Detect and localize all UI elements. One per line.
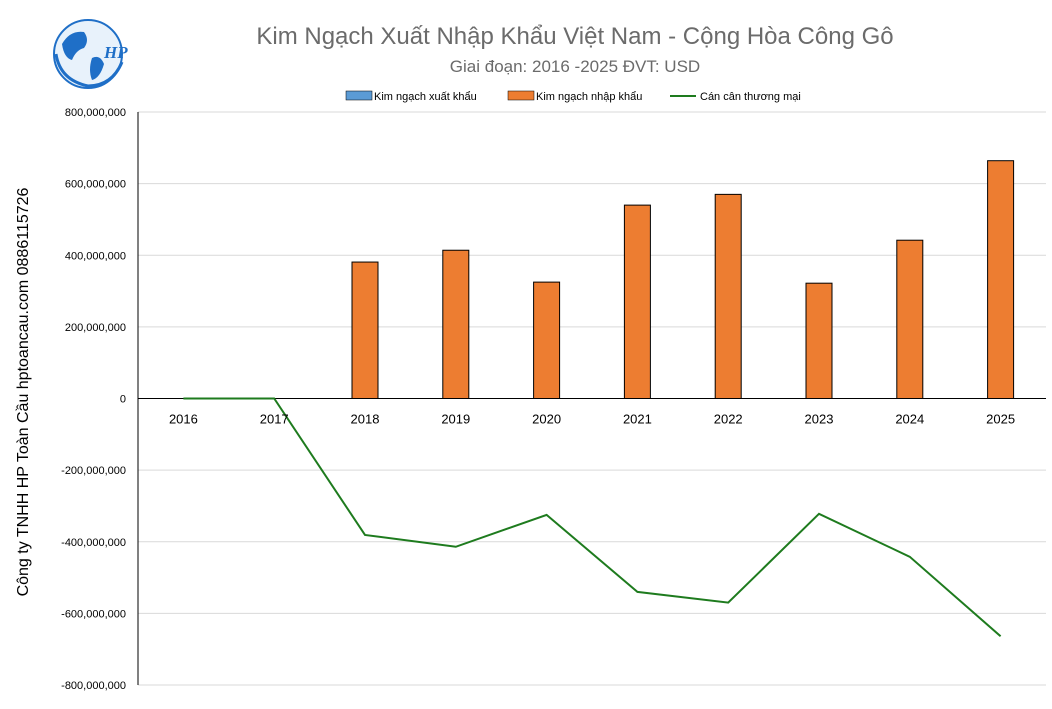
bar-import <box>987 160 1015 399</box>
bar-import <box>896 239 924 399</box>
y-axis-ticks: 800,000,000 600,000,000 400,000,000 200,000… <box>61 107 126 692</box>
y-tick-label: -200,000,000 <box>61 465 126 477</box>
y-tick-label: 400,000,000 <box>65 250 126 262</box>
x-axis-ticks: 2016 2017 2018 2019 2020 2021 2022 2023 2024 2025 <box>169 412 1015 427</box>
continent-shape <box>90 56 104 80</box>
legend-swatch-export <box>345 90 373 101</box>
logo-swoosh <box>54 53 124 88</box>
legend-label-import: Kim ngạch nhập khẩu <box>536 91 642 103</box>
chart-title: Kim Ngạch Xuất Nhập Khẩu Việt Nam - Cộng… <box>256 23 893 50</box>
x-tick-label: 2024 <box>895 412 924 427</box>
legend: Kim ngạch xuất khẩu Kim ngạch nhập khẩu … <box>345 90 801 103</box>
legend-label-balance: Cán cân thương mại <box>700 91 801 103</box>
bar-import <box>623 204 651 399</box>
x-tick-label: 2021 <box>623 412 652 427</box>
bar-import <box>351 261 379 399</box>
y-tick-label: 0 <box>120 394 126 406</box>
trade-balance-line-group <box>183 397 1002 638</box>
y-tick-label: 800,000,000 <box>65 107 126 119</box>
x-tick-label: 2023 <box>805 412 834 427</box>
trade-balance-line <box>183 397 1002 638</box>
legend-swatch-import <box>507 90 535 101</box>
x-tick-label: 2016 <box>169 412 198 427</box>
x-tick-label: 2017 <box>260 412 289 427</box>
y-tick-label: -800,000,000 <box>61 680 126 692</box>
bar-import <box>533 281 561 399</box>
gridlines <box>138 111 1046 686</box>
company-logo: HP <box>53 19 128 89</box>
x-tick-label: 2020 <box>532 412 561 427</box>
legend-label-export: Kim ngạch xuất khẩu <box>374 91 477 103</box>
y-tick-label: -600,000,000 <box>61 608 126 620</box>
y-tick-label: -400,000,000 <box>61 537 126 549</box>
x-tick-label: 2022 <box>714 412 743 427</box>
side-company-text: Công ty TNHH HP Toàn Cầu hptoancau.com 0… <box>15 187 32 596</box>
bar-import <box>442 249 470 399</box>
logo-text: HP <box>103 43 128 62</box>
y-tick-label: 200,000,000 <box>65 322 126 334</box>
x-tick-label: 2019 <box>441 412 470 427</box>
continent-shape <box>62 31 87 60</box>
axes <box>137 112 1046 685</box>
x-tick-label: 2025 <box>986 412 1015 427</box>
bar-import <box>805 282 833 399</box>
x-tick-label: 2018 <box>351 412 380 427</box>
bar-import <box>714 193 742 399</box>
y-tick-label: 600,000,000 <box>65 179 126 191</box>
bars <box>351 160 1015 399</box>
chart-subtitle: Giai đoạn: 2016 -2025 ĐVT: USD <box>450 57 700 76</box>
